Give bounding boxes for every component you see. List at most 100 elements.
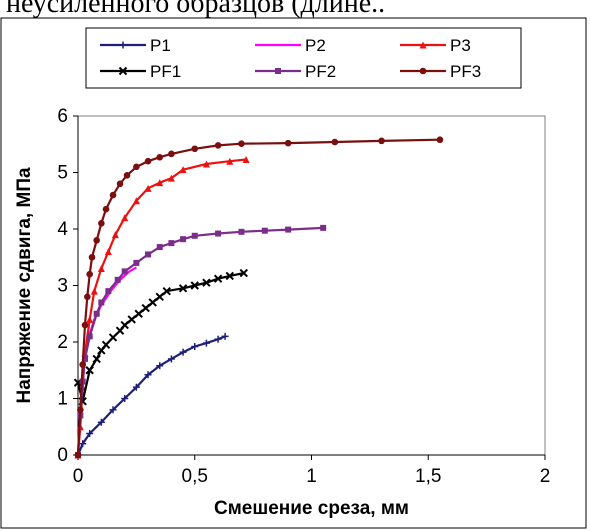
data-point-pf3 bbox=[284, 139, 292, 147]
data-point-pf3 bbox=[123, 172, 131, 179]
data-point-p3 bbox=[97, 265, 105, 273]
data-point-p3 bbox=[167, 174, 175, 182]
legend-marker bbox=[419, 67, 427, 75]
data-point-p3 bbox=[121, 214, 129, 222]
data-point-pf2 bbox=[168, 240, 175, 247]
legend-entry-pf2: PF2 bbox=[255, 62, 336, 81]
data-point-pf3 bbox=[79, 361, 86, 368]
data-point-pf3 bbox=[88, 253, 96, 261]
series-pf2 bbox=[75, 224, 327, 458]
x-tick-label: 2 bbox=[540, 466, 551, 487]
legend-entry-p1: P1 bbox=[100, 36, 171, 55]
data-point-p3 bbox=[156, 179, 164, 187]
data-point-pf2 bbox=[82, 355, 89, 362]
data-point-pf3 bbox=[74, 451, 82, 459]
data-point-p1 bbox=[221, 332, 229, 340]
data-point-pf1 bbox=[162, 286, 171, 296]
data-point-pf1 bbox=[92, 354, 101, 364]
data-point-p3 bbox=[90, 287, 98, 295]
data-point-p1 bbox=[202, 339, 210, 347]
data-point-pf2 bbox=[261, 227, 268, 234]
data-point-pf2 bbox=[86, 333, 93, 340]
y-tick-label: 2 bbox=[57, 332, 68, 353]
data-point-pf2 bbox=[105, 288, 112, 295]
y-tick-label: 0 bbox=[57, 445, 68, 466]
data-point-pf3 bbox=[133, 163, 140, 171]
series-pf3 bbox=[74, 136, 444, 459]
legend-label: PF3 bbox=[450, 62, 481, 81]
data-point-pf3 bbox=[109, 191, 117, 199]
data-point-p1 bbox=[156, 362, 164, 370]
data-point-pf1 bbox=[155, 292, 164, 302]
data-point-p1 bbox=[214, 335, 222, 343]
data-point-pf3 bbox=[98, 220, 105, 227]
x-axis-title: Смешение среза, мм bbox=[214, 498, 409, 519]
series-line-pf3 bbox=[76, 138, 440, 456]
data-point-pf2 bbox=[133, 259, 140, 266]
data-point-pf2 bbox=[114, 276, 121, 283]
data-point-pf3 bbox=[168, 150, 175, 158]
legend-label: P1 bbox=[150, 36, 171, 55]
data-point-p3 bbox=[104, 248, 112, 256]
x-tick-label: 1 bbox=[306, 466, 317, 487]
data-point-pf2 bbox=[180, 236, 187, 243]
data-point-p1 bbox=[179, 348, 187, 356]
legend-label: PF1 bbox=[150, 62, 181, 81]
y-tick-label: 5 bbox=[57, 163, 68, 184]
data-point-pf3 bbox=[144, 157, 152, 165]
data-point-pf1 bbox=[108, 333, 118, 342]
data-point-pf1 bbox=[85, 366, 94, 375]
data-point-p1 bbox=[144, 371, 152, 379]
data-point-pf1 bbox=[239, 268, 248, 278]
data-point-p1 bbox=[167, 355, 175, 363]
data-point-pf3 bbox=[84, 293, 91, 301]
data-point-p3 bbox=[86, 315, 94, 323]
legend-entry-pf1: PF1 bbox=[100, 62, 181, 81]
y-tick-label: 4 bbox=[57, 219, 68, 240]
data-point-pf3 bbox=[81, 321, 89, 329]
data-point-pf1 bbox=[101, 340, 111, 350]
data-point-p1 bbox=[86, 430, 94, 438]
data-point-p1 bbox=[97, 418, 105, 426]
data-point-pf3 bbox=[86, 270, 93, 278]
data-point-pf2 bbox=[145, 251, 152, 258]
data-point-pf1 bbox=[225, 271, 234, 281]
data-point-pf2 bbox=[156, 244, 163, 251]
legend-marker bbox=[275, 68, 281, 74]
data-point-pf3 bbox=[93, 237, 100, 244]
data-point-p1 bbox=[121, 395, 129, 402]
data-point-pf2 bbox=[238, 228, 245, 235]
data-point-pf3 bbox=[116, 180, 124, 188]
data-point-p3 bbox=[111, 231, 119, 239]
data-point-pf3 bbox=[436, 136, 444, 144]
data-point-p3 bbox=[242, 156, 250, 164]
data-point-pf2 bbox=[320, 224, 327, 231]
data-point-p1 bbox=[109, 406, 117, 414]
data-point-pf1 bbox=[127, 315, 136, 324]
legend-box bbox=[85, 27, 522, 89]
data-point-p3 bbox=[179, 166, 187, 174]
legend-marker bbox=[419, 41, 427, 49]
data-point-pf2 bbox=[121, 268, 128, 275]
data-point-pf1 bbox=[213, 274, 223, 283]
y-axis-title: Напряжение сдвига, МПа bbox=[14, 167, 35, 404]
legend-marker bbox=[118, 66, 128, 76]
data-point-pf2 bbox=[191, 232, 198, 239]
data-point-p3 bbox=[144, 184, 152, 192]
data-point-pf3 bbox=[238, 140, 245, 147]
legend-entry-p2: P2 bbox=[255, 36, 326, 55]
data-point-pf3 bbox=[77, 406, 84, 414]
data-point-pf3 bbox=[331, 138, 339, 146]
data-point-p1 bbox=[191, 343, 199, 351]
x-tick-label: 0,5 bbox=[182, 466, 208, 487]
y-tick-label: 3 bbox=[57, 276, 68, 297]
legend-entry-pf3: PF3 bbox=[400, 62, 481, 81]
data-point-pf1 bbox=[190, 281, 199, 290]
data-point-pf3 bbox=[102, 205, 110, 213]
x-tick-label: 1,5 bbox=[415, 466, 441, 487]
data-point-pf2 bbox=[93, 310, 100, 317]
data-point-pf3 bbox=[156, 153, 164, 161]
legend-label: P3 bbox=[450, 36, 471, 55]
chart-area-border bbox=[0, 17, 587, 529]
